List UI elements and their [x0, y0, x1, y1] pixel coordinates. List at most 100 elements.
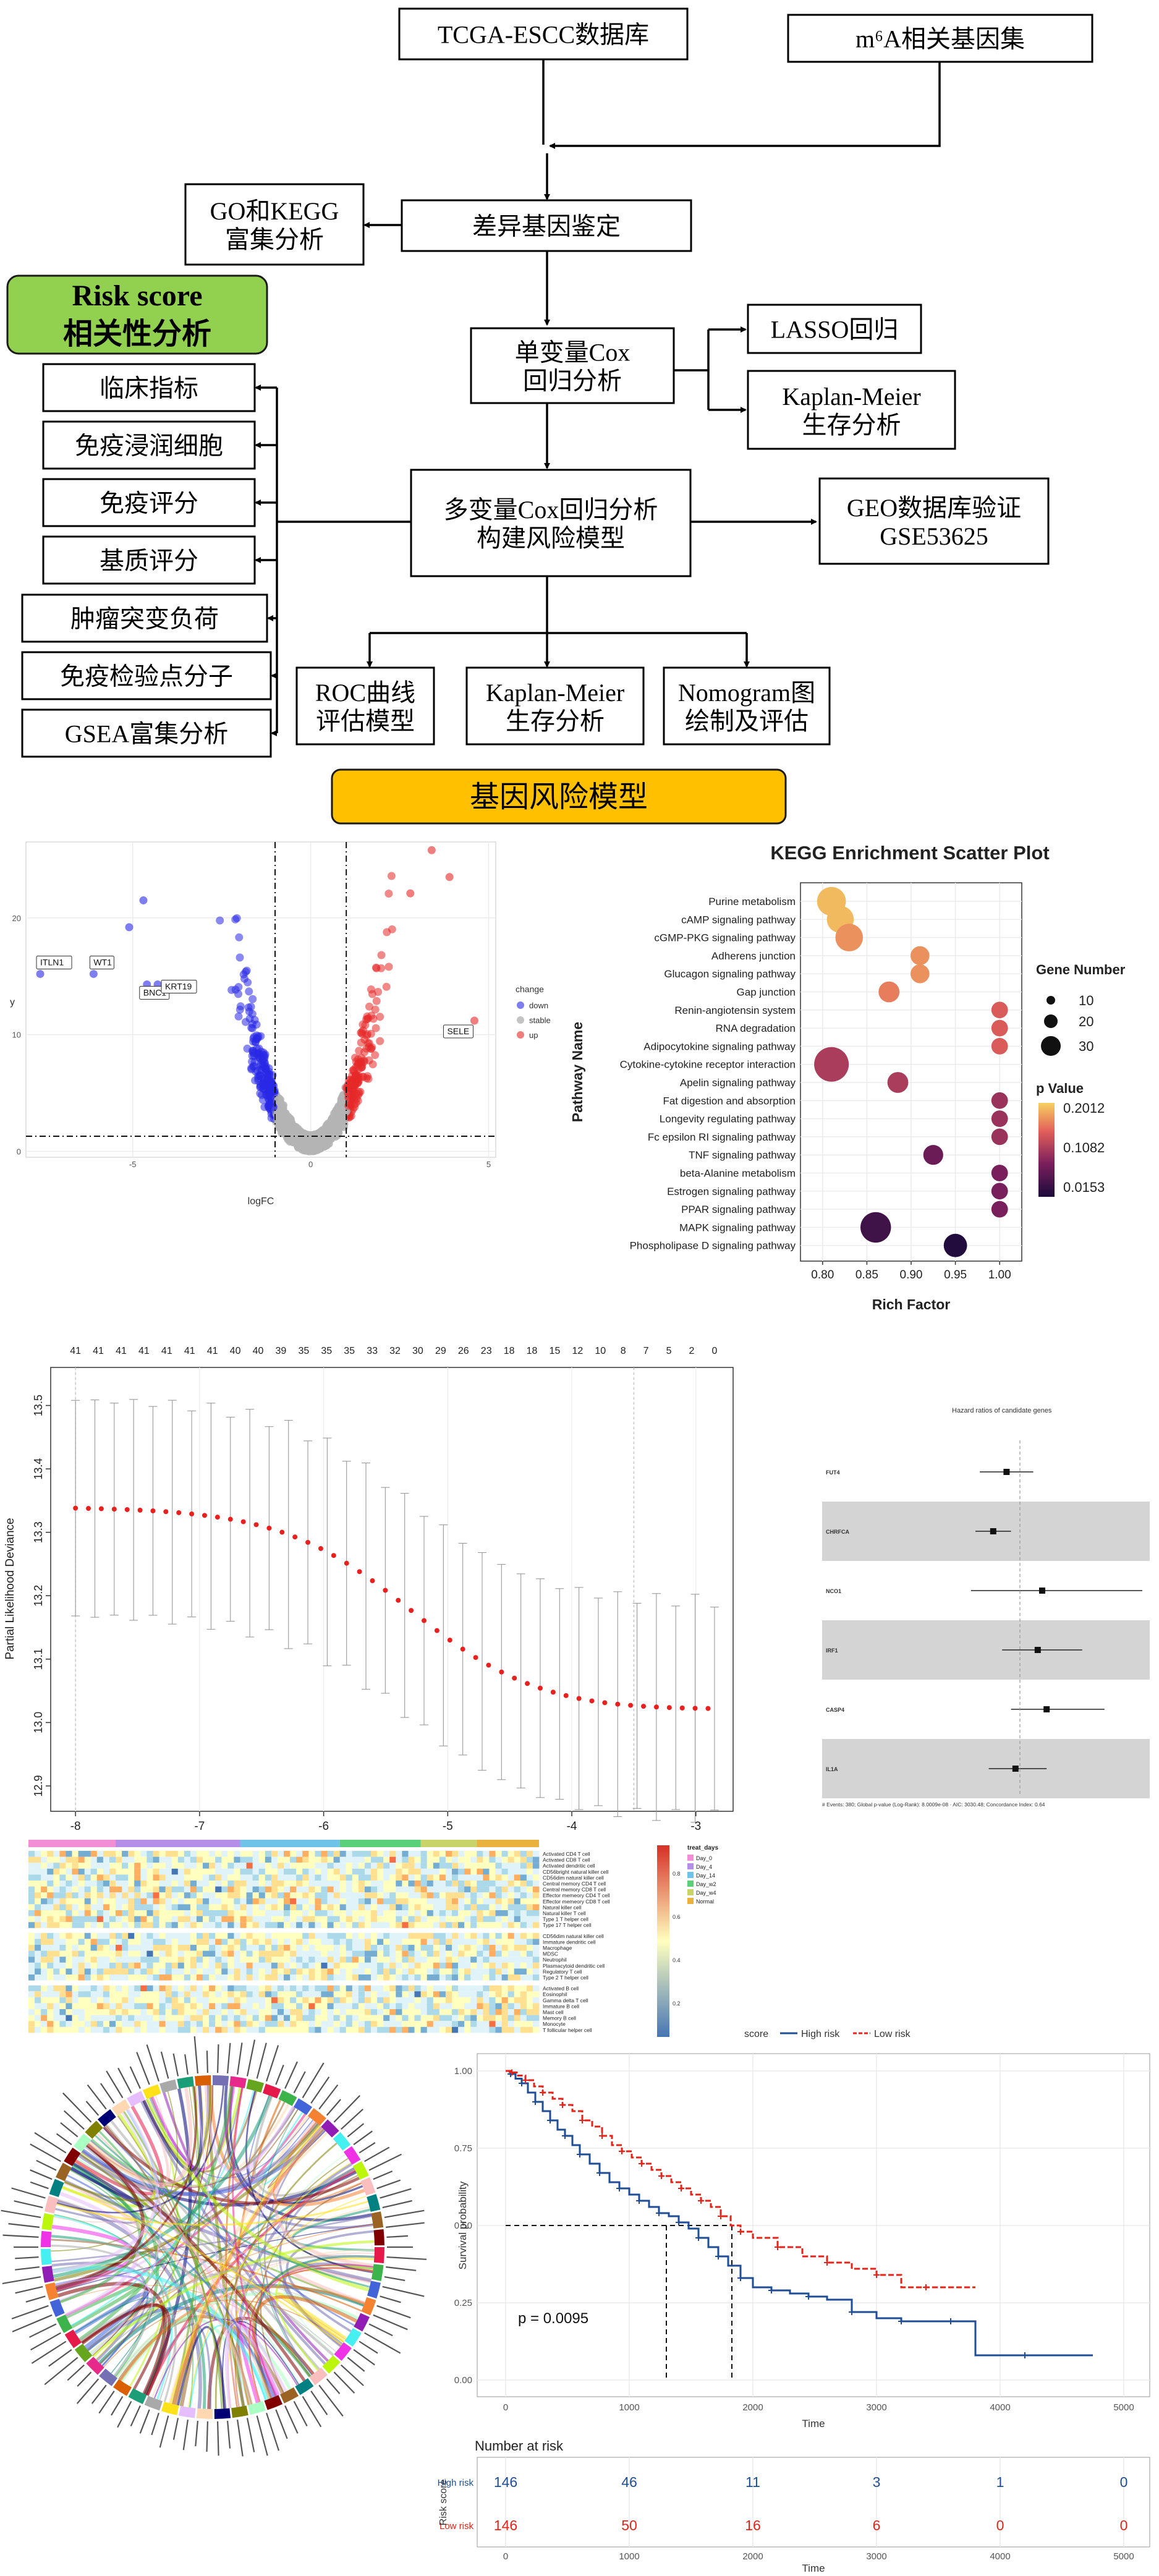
- heatmap-cell: [420, 1886, 428, 1893]
- heatmap-cell: [520, 1851, 527, 1857]
- heatmap-cell: [365, 1975, 371, 1981]
- heatmap-cell: [427, 1892, 434, 1898]
- heatmap-cell: [252, 2003, 260, 2009]
- heatmap-cell: [402, 1886, 409, 1893]
- heatmap-cell: [66, 1945, 72, 1951]
- heatmap-cell: [277, 1945, 284, 1951]
- heatmap-cell: [47, 1898, 54, 1905]
- chord-label-tick: [111, 2395, 124, 2416]
- chord-link: [187, 2162, 352, 2408]
- heatmap-cell: [371, 1975, 378, 1981]
- heatmap-cell: [35, 1950, 41, 1957]
- heatmap-cell: [122, 1991, 129, 1997]
- heatmap-cell: [271, 1916, 278, 1923]
- heatmap-cell: [109, 2009, 116, 2015]
- gene-model-banner: 基因风险模型: [331, 768, 787, 825]
- heatmap-cell: [352, 1939, 359, 1945]
- heatmap-cell: [209, 1950, 216, 1957]
- heatmap-cell: [383, 1975, 390, 1981]
- heatmap-cell: [128, 1863, 135, 1869]
- heatmap-cell: [265, 1932, 272, 1939]
- heatmap-cell: [352, 1916, 359, 1923]
- heatmap-cell: [433, 1968, 440, 1975]
- heatmap-cell: [439, 2026, 446, 2033]
- heatmap-cell: [346, 1932, 353, 1939]
- heatmap-cell: [53, 1886, 60, 1893]
- heatmap-cell: [122, 1985, 129, 1992]
- heatmap-cell: [171, 1916, 179, 1923]
- heatmap-cell: [41, 1922, 48, 1928]
- heatmap-cell: [315, 1945, 321, 1951]
- heatmap-cell: [78, 1874, 85, 1881]
- heatmap-cell: [402, 1922, 409, 1928]
- heatmap-cell: [501, 1881, 509, 1887]
- heatmap-cell: [234, 1991, 240, 1997]
- heatmap-cell: [66, 2003, 72, 2009]
- heatmap-cell: [439, 2015, 446, 2021]
- heatmap-cell: [414, 1910, 421, 1916]
- heatmap-cell: [477, 1975, 483, 1981]
- heatmap-cell: [109, 1922, 116, 1928]
- heatmap-cell: [252, 1916, 260, 1923]
- heatmap-cell: [128, 1945, 135, 1951]
- forest-gene-label: IRF1: [826, 1647, 838, 1654]
- heatmap-cell: [227, 1863, 234, 1869]
- heatmap-cell: [296, 1910, 303, 1916]
- heatmap-cell: [171, 1985, 179, 1992]
- heatmap-cell: [389, 1916, 396, 1923]
- heatmap-cell: [234, 1892, 240, 1898]
- heatmap-cell: [41, 2026, 48, 2033]
- heatmap-cell: [389, 1991, 396, 1997]
- heatmap-cell: [246, 1868, 253, 1875]
- heatmap-cell: [483, 1881, 490, 1887]
- heatmap-cell: [339, 1874, 347, 1881]
- heatmap-cell: [377, 2009, 384, 2015]
- chord-link: [103, 2125, 360, 2205]
- km-censor-mark: [898, 2318, 904, 2324]
- heatmap-cell: [389, 1939, 396, 1945]
- heatmap-cell: [234, 1985, 240, 1992]
- heatmap-cell: [246, 1874, 253, 1881]
- heatmap-cell: [296, 1856, 303, 1863]
- kegg-xtick: 0.90: [900, 1269, 923, 1282]
- heatmap-cell: [197, 1868, 203, 1875]
- heatmap-cell: [190, 1868, 197, 1875]
- heatmap-cell: [346, 1910, 353, 1916]
- heatmap-cell: [321, 1863, 328, 1869]
- heatmap-cell: [72, 1874, 79, 1881]
- chord-sector: [367, 2194, 381, 2212]
- heatmap-cell: [365, 1886, 371, 1893]
- heatmap-cell: [177, 1939, 185, 1945]
- heatmap-cell: [140, 1886, 147, 1893]
- kegg-xtick: 0.80: [811, 1269, 834, 1282]
- heatmap-cell: [215, 1874, 222, 1881]
- chord-sector: [361, 2297, 376, 2316]
- heatmap-cell: [371, 2003, 378, 2009]
- chord-label-tick: [15, 2285, 43, 2294]
- gene-label-box: [161, 979, 197, 993]
- heatmap-cell: [296, 1991, 303, 1997]
- heatmap-cell: [427, 1916, 434, 1923]
- node-uni-label-1: 单变量Cox: [515, 339, 630, 367]
- lasso-mean-point: [434, 1628, 439, 1633]
- heatmap-cell: [489, 1910, 496, 1916]
- heatmap-cell: [59, 1851, 66, 1857]
- heatmap-cell: [197, 1904, 203, 1910]
- heatmap-cell: [477, 1874, 483, 1881]
- heatmap-cell: [109, 1904, 116, 1910]
- heatmap-cell: [197, 1898, 203, 1905]
- heatmap-cell: [53, 1922, 60, 1928]
- heatmap-cell: [420, 2015, 428, 2021]
- heatmap-cell: [41, 1939, 48, 1945]
- chord-label-tick: [359, 2142, 376, 2154]
- heatmap-row-label: Plasmacytoid dendritic cell: [543, 1963, 605, 1969]
- heatmap-cell: [470, 2021, 477, 2027]
- heatmap-cell: [302, 1856, 309, 1863]
- heatmap-cell: [532, 1932, 540, 1939]
- heatmap-cell: [302, 1898, 309, 1905]
- heatmap-cell: [209, 1975, 216, 1981]
- heatmap-cell: [128, 1856, 135, 1863]
- heatmap-cell: [252, 1932, 260, 1939]
- heatmap-cell: [477, 1868, 483, 1875]
- node-geo-box: [818, 477, 1050, 565]
